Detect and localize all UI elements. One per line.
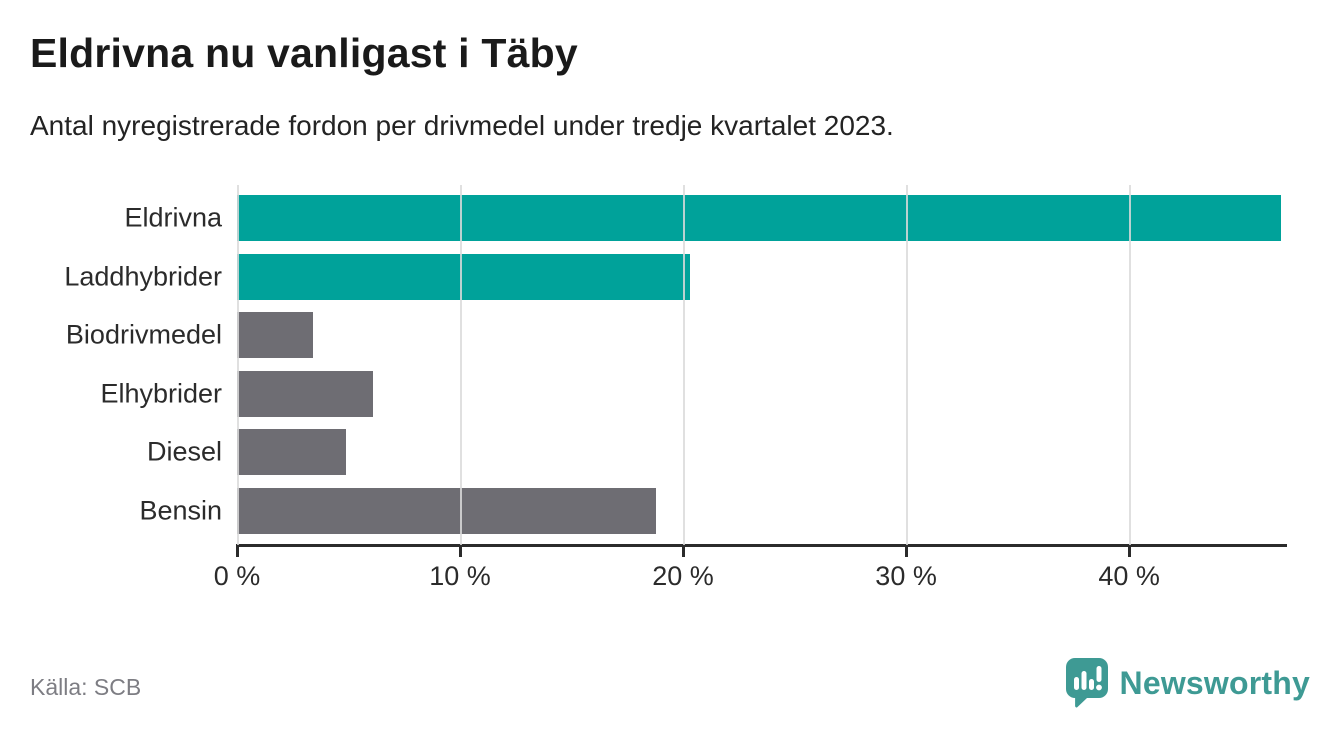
category-label: Laddhybrider xyxy=(64,261,222,292)
x-axis-line xyxy=(236,544,1287,547)
chart-subtitle: Antal nyregistrerade fordon per drivmede… xyxy=(30,110,894,141)
gridline xyxy=(460,185,463,545)
source-note: Källa: SCB xyxy=(30,674,142,700)
category-label: Eldrivna xyxy=(124,202,222,233)
category-label: Elhybrider xyxy=(100,378,222,409)
x-tick-mark xyxy=(236,547,239,557)
bar-eldrivna xyxy=(237,195,1281,241)
category-label: Bensin xyxy=(139,495,222,526)
bar-laddhybrider xyxy=(237,253,690,300)
x-tick-mark xyxy=(682,547,686,557)
bar-diesel xyxy=(237,429,347,476)
gridline xyxy=(237,185,239,545)
x-tick-label: 0 % xyxy=(213,561,261,591)
x-tick-label: 30 % xyxy=(875,561,937,591)
x-tick-mark xyxy=(905,547,909,557)
chart-title: Eldrivna nu vanligast i Täby xyxy=(30,30,578,76)
x-tick-label: 20 % xyxy=(652,561,714,591)
bar-biodrivmedel xyxy=(237,312,313,359)
x-tick-label: 10 % xyxy=(429,561,491,591)
gridline xyxy=(683,185,686,545)
category-axis: Eldrivna Laddhybrider Biodrivmedel Elhybrid… xyxy=(0,185,222,545)
newsworthy-speech-bubble-chart-icon xyxy=(1065,658,1108,708)
bar-bensin xyxy=(237,488,657,534)
x-tick-mark xyxy=(1128,547,1132,557)
x-tick-label: 40 % xyxy=(1098,561,1160,591)
gridline xyxy=(1129,185,1132,545)
gridline xyxy=(906,185,909,545)
category-label: Diesel xyxy=(146,436,222,467)
plot-area xyxy=(237,185,1283,545)
x-axis-ticks: 0 % 10 % 20 % 30 % 40 % xyxy=(214,547,1283,597)
brand-logo: Newsworthy xyxy=(1065,658,1310,708)
brand-name: Newsworthy xyxy=(1119,664,1310,701)
x-tick-mark xyxy=(459,547,463,557)
bar-elhybrider xyxy=(237,370,374,417)
category-label: Biodrivmedel xyxy=(65,319,222,350)
